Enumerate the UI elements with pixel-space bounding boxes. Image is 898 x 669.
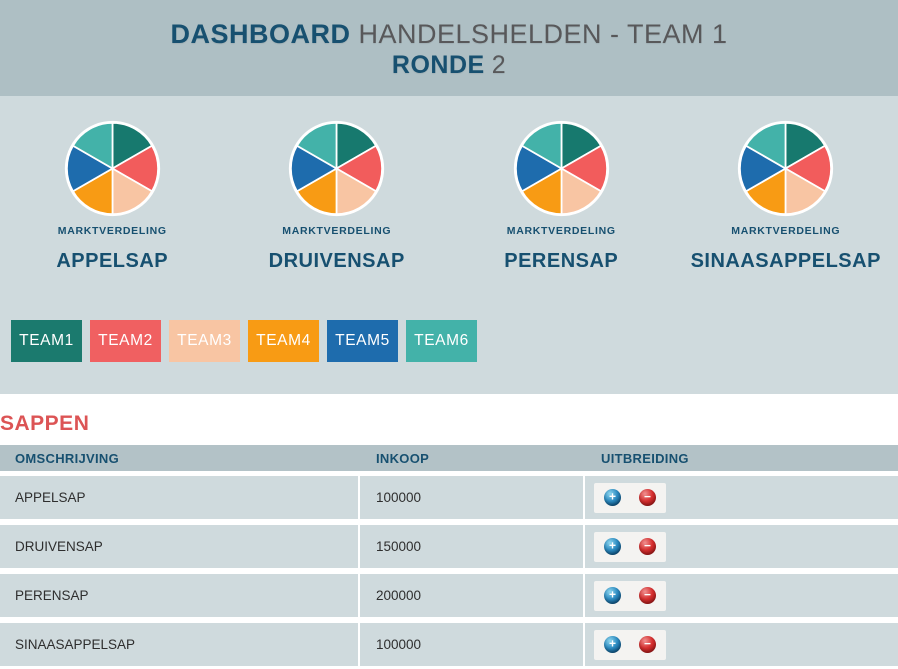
- row-inkoop-value: 200000: [360, 574, 585, 617]
- uitbreiding-remove-button[interactable]: −: [639, 538, 656, 555]
- uitbreiding-controls: + −: [594, 482, 666, 513]
- pie-outer-ring: [738, 120, 834, 217]
- pie-group-perensap: MARKTVERDELING PERENSAP: [449, 120, 674, 273]
- table-row: SINAASAPPELSAP 100000 + −: [0, 623, 898, 666]
- team-buttons: TEAM1 TEAM2 TEAM3 TEAM4 TEAM5 TEAM6: [11, 320, 898, 362]
- product-label: APPELSAP: [56, 250, 169, 272]
- uitbreiding-add-button[interactable]: +: [604, 538, 621, 555]
- market-pies: MARKTVERDELING APPELSAP MARKTVERDELING D…: [0, 96, 898, 273]
- dashboard-header: DASHBOARD HANDELSHELDEN - TEAM 1 RONDE 2: [0, 0, 898, 96]
- column-header-inkoop: INKOOP: [376, 450, 430, 466]
- uitbreiding-controls: + −: [594, 531, 666, 562]
- pie-caption: MARKTVERDELING: [506, 225, 616, 237]
- column-header-uitbreiding: UITBREIDING: [601, 450, 689, 466]
- pie-outer-ring: [289, 120, 385, 217]
- row-name: DRUIVENSAP: [0, 525, 360, 568]
- pie-group-appelsap: MARKTVERDELING APPELSAP: [0, 120, 225, 273]
- pie-outer-ring: [64, 120, 160, 217]
- team6-button[interactable]: TEAM6: [406, 320, 477, 362]
- pie-group-druivensap: MARKTVERDELING DRUIVENSAP: [225, 120, 450, 273]
- team1-button[interactable]: TEAM1: [11, 320, 82, 362]
- team2-button[interactable]: TEAM2: [90, 320, 161, 362]
- pie-group-sinaasappelsap: MARKTVERDELING SINAASAPPELSAP: [674, 120, 898, 273]
- round-subtitle: RONDE 2: [392, 50, 506, 80]
- team4-button[interactable]: TEAM4: [248, 320, 319, 362]
- table-row: PERENSAP 200000 + −: [0, 574, 898, 617]
- minus-icon: −: [643, 587, 651, 602]
- minus-icon: −: [643, 489, 651, 504]
- round-number: 2: [491, 51, 507, 79]
- row-inkoop-value: 150000: [360, 525, 585, 568]
- uitbreiding-controls: + −: [594, 629, 666, 660]
- pie-caption: MARKTVERDELING: [282, 225, 392, 237]
- pie-caption: MARKTVERDELING: [57, 225, 167, 237]
- round-label: RONDE: [391, 51, 485, 79]
- uitbreiding-add-button[interactable]: +: [604, 636, 621, 653]
- plus-icon: +: [608, 489, 616, 504]
- row-name: PERENSAP: [0, 574, 360, 617]
- plus-icon: +: [608, 538, 616, 553]
- sappen-table: OMSCHRIJVING INKOOP UITBREIDING APPELSAP…: [0, 445, 898, 666]
- marktverdeling-pie-chart: [64, 120, 160, 217]
- row-name: APPELSAP: [0, 476, 360, 519]
- table-row: DRUIVENSAP 150000 + −: [0, 525, 898, 568]
- table-row: APPELSAP 100000 + −: [0, 476, 898, 519]
- row-inkoop-value: 100000: [360, 476, 585, 519]
- team3-button[interactable]: TEAM3: [169, 320, 240, 362]
- team5-button[interactable]: TEAM5: [327, 320, 398, 362]
- pie-outer-ring: [513, 120, 609, 217]
- product-label: PERENSAP: [504, 250, 619, 272]
- column-header-omschrijving: OMSCHRIJVING: [15, 450, 120, 466]
- market-section: MARKTVERDELING APPELSAP MARKTVERDELING D…: [0, 96, 898, 394]
- sappen-section: SAPPEN OMSCHRIJVING INKOOP UITBREIDING A…: [0, 412, 898, 666]
- page-title-strong: DASHBOARD: [170, 19, 351, 49]
- minus-icon: −: [643, 636, 651, 651]
- marktverdeling-pie-chart: [289, 120, 385, 217]
- uitbreiding-remove-button[interactable]: −: [639, 636, 656, 653]
- product-label: DRUIVENSAP: [268, 250, 405, 272]
- row-name: SINAASAPPELSAP: [0, 623, 360, 666]
- table-header-row: OMSCHRIJVING INKOOP UITBREIDING: [0, 445, 898, 471]
- uitbreiding-add-button[interactable]: +: [604, 489, 621, 506]
- uitbreiding-remove-button[interactable]: −: [639, 587, 656, 604]
- uitbreiding-controls: + −: [594, 580, 666, 611]
- plus-icon: +: [608, 587, 616, 602]
- marktverdeling-pie-chart: [513, 120, 609, 217]
- pie-caption: MARKTVERDELING: [731, 225, 841, 237]
- row-inkoop-value: 100000: [360, 623, 585, 666]
- page-title-rest: HANDELSHELDEN - TEAM 1: [358, 19, 728, 49]
- plus-icon: +: [608, 636, 616, 651]
- minus-icon: −: [643, 538, 651, 553]
- section-title: SAPPEN: [0, 412, 90, 435]
- marktverdeling-pie-chart: [738, 120, 834, 217]
- page-title: DASHBOARD HANDELSHELDEN - TEAM 1: [170, 18, 727, 50]
- product-label: SINAASAPPELSAP: [690, 250, 881, 272]
- uitbreiding-remove-button[interactable]: −: [639, 489, 656, 506]
- uitbreiding-add-button[interactable]: +: [604, 587, 621, 604]
